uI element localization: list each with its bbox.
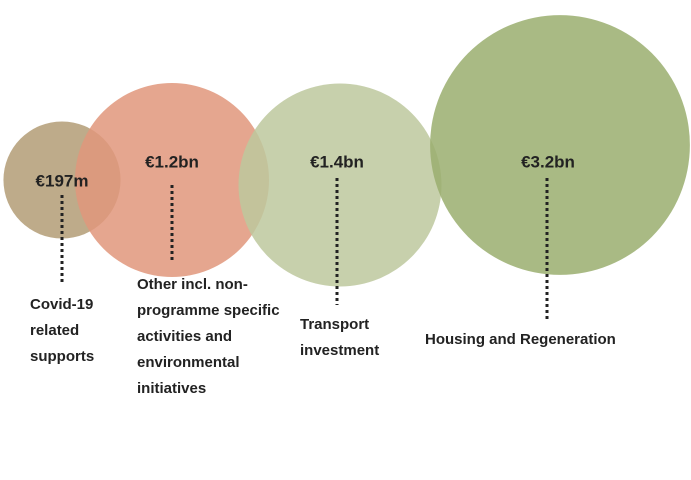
category-label: Housing and Regeneration — [425, 331, 616, 348]
value-label: €3.2bn — [521, 152, 575, 171]
category-label: Covid-19 related supports — [30, 296, 95, 365]
category-label: Other incl. non-programme specific activ… — [137, 276, 280, 397]
value-label: €197m — [36, 171, 89, 190]
bubble — [238, 83, 442, 287]
value-label: €1.4bn — [310, 152, 364, 171]
value-label: €1.2bn — [145, 152, 199, 171]
category-label: Transport investment — [300, 316, 380, 359]
bubble — [430, 15, 690, 275]
bubble — [74, 82, 270, 278]
